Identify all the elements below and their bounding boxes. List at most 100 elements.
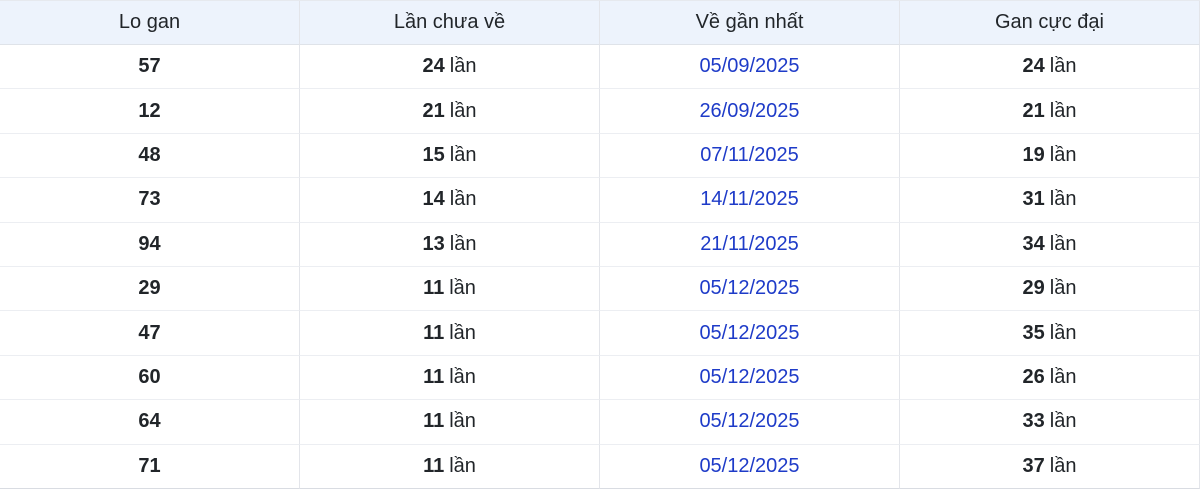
column-header-lo-gan: Lo gan xyxy=(0,1,300,45)
date-link[interactable]: 05/12/2025 xyxy=(699,321,800,344)
cell-gan-cuc-dai: 35 lần xyxy=(900,311,1200,356)
date-link[interactable]: 07/11/2025 xyxy=(700,143,799,166)
cell-lan-chua-ve: 14 lần xyxy=(300,178,600,223)
cell-gan-cuc-dai: 29 lần xyxy=(900,266,1200,312)
date-link[interactable]: 05/12/2025 xyxy=(699,410,800,433)
cell-lo-gan: 29 xyxy=(0,266,300,312)
lan-unit-label: lần xyxy=(1049,232,1077,255)
lan-unit-label: lần xyxy=(449,99,477,122)
cell-ve-gan-nhat: 05/12/2025 xyxy=(600,355,900,401)
gan-cuc-dai-count: 31 xyxy=(1022,188,1045,211)
lan-unit-label: lần xyxy=(449,365,476,388)
lan-chua-ve-count: 14 xyxy=(422,188,445,211)
gan-cuc-dai-count: 37 xyxy=(1022,454,1045,477)
cell-gan-cuc-dai: 34 lần xyxy=(900,222,1200,267)
date-link[interactable]: 05/12/2025 xyxy=(699,454,800,477)
table-row: 73 14 lần 14/11/2025 31 lần xyxy=(0,178,1200,223)
lan-unit-label: lần xyxy=(1049,99,1077,122)
gan-cuc-dai-count: 34 xyxy=(1022,232,1045,255)
date-link[interactable]: 05/09/2025 xyxy=(699,55,800,78)
lan-unit-label: lần xyxy=(449,55,477,78)
table-row: 71 11 lần 05/12/2025 37 lần xyxy=(0,444,1200,489)
cell-ve-gan-nhat: 21/11/2025 xyxy=(600,222,900,267)
gan-cuc-dai-count: 29 xyxy=(1022,277,1045,300)
cell-lan-chua-ve: 11 lần xyxy=(300,444,600,489)
lo-gan-number: 47 xyxy=(138,321,161,344)
cell-lo-gan: 94 xyxy=(0,222,300,267)
cell-lo-gan: 60 xyxy=(0,355,300,401)
table-row: 47 11 lần 05/12/2025 35 lần xyxy=(0,311,1200,356)
lan-chua-ve-count: 13 xyxy=(422,232,445,255)
cell-lo-gan: 73 xyxy=(0,178,300,223)
cell-gan-cuc-dai: 19 lần xyxy=(900,133,1200,179)
gan-cuc-dai-count: 19 xyxy=(1022,143,1045,166)
cell-ve-gan-nhat: 26/09/2025 xyxy=(600,89,900,134)
date-link[interactable]: 05/12/2025 xyxy=(699,277,800,300)
cell-ve-gan-nhat: 05/09/2025 xyxy=(600,45,900,90)
lo-gan-number: 94 xyxy=(138,232,161,255)
cell-lan-chua-ve: 11 lần xyxy=(300,400,600,445)
gan-cuc-dai-count: 26 xyxy=(1022,365,1045,388)
cell-lo-gan: 64 xyxy=(0,400,300,445)
cell-lan-chua-ve: 13 lần xyxy=(300,222,600,267)
table-row: 12 21 lần 26/09/2025 21 lần xyxy=(0,89,1200,134)
cell-ve-gan-nhat: 14/11/2025 xyxy=(600,178,900,223)
lan-unit-label: lần xyxy=(1049,188,1077,211)
table-body: 57 24 lần 05/09/2025 24 lần 12 21 lần xyxy=(0,45,1200,489)
table-row: 64 11 lần 05/12/2025 33 lần xyxy=(0,400,1200,445)
lan-chua-ve-count: 24 xyxy=(422,55,445,78)
lo-gan-number: 71 xyxy=(138,454,161,477)
date-link[interactable]: 14/11/2025 xyxy=(700,188,799,211)
gan-cuc-dai-count: 24 xyxy=(1022,55,1045,78)
cell-ve-gan-nhat: 05/12/2025 xyxy=(600,400,900,445)
cell-ve-gan-nhat: 05/12/2025 xyxy=(600,444,900,489)
lo-gan-number: 57 xyxy=(138,55,161,78)
cell-lo-gan: 71 xyxy=(0,444,300,489)
lan-chua-ve-count: 21 xyxy=(422,99,445,122)
lo-gan-number: 73 xyxy=(138,188,161,211)
table-row: 48 15 lần 07/11/2025 19 lần xyxy=(0,133,1200,179)
cell-lan-chua-ve: 15 lần xyxy=(300,133,600,179)
date-link[interactable]: 05/12/2025 xyxy=(699,365,800,388)
lan-unit-label: lần xyxy=(449,454,476,477)
cell-lo-gan: 47 xyxy=(0,311,300,356)
table-row: 94 13 lần 21/11/2025 34 lần xyxy=(0,222,1200,267)
column-header-lan-chua-ve: Lần chưa về xyxy=(300,1,600,45)
lo-gan-number: 48 xyxy=(138,143,161,166)
lan-unit-label: lần xyxy=(1049,410,1077,433)
lan-unit-label: lần xyxy=(1049,321,1077,344)
cell-ve-gan-nhat: 07/11/2025 xyxy=(600,133,900,179)
cell-lan-chua-ve: 21 lần xyxy=(300,89,600,134)
cell-gan-cuc-dai: 21 lần xyxy=(900,89,1200,134)
lo-gan-number: 12 xyxy=(138,99,161,122)
gan-cuc-dai-count: 33 xyxy=(1022,410,1045,433)
cell-gan-cuc-dai: 26 lần xyxy=(900,355,1200,401)
date-link[interactable]: 26/09/2025 xyxy=(699,99,800,122)
lan-chua-ve-count: 11 xyxy=(423,410,445,433)
cell-ve-gan-nhat: 05/12/2025 xyxy=(600,266,900,312)
lo-gan-number: 64 xyxy=(138,410,161,433)
table-row: 60 11 lần 05/12/2025 26 lần xyxy=(0,355,1200,401)
date-link[interactable]: 21/11/2025 xyxy=(700,232,799,255)
lan-unit-label: lần xyxy=(449,232,477,255)
cell-lan-chua-ve: 11 lần xyxy=(300,355,600,401)
lan-chua-ve-count: 11 xyxy=(423,277,445,300)
lan-chua-ve-count: 11 xyxy=(423,365,445,388)
cell-lo-gan: 12 xyxy=(0,89,300,134)
lan-unit-label: lần xyxy=(1049,365,1077,388)
cell-gan-cuc-dai: 24 lần xyxy=(900,45,1200,90)
table-header-row: Lo gan Lần chưa về Về gần nhất Gan cực đ… xyxy=(0,1,1200,45)
column-header-ve-gan-nhat: Về gần nhất xyxy=(600,1,900,45)
table-row: 57 24 lần 05/09/2025 24 lần xyxy=(0,45,1200,90)
cell-lo-gan: 48 xyxy=(0,133,300,179)
cell-lo-gan: 57 xyxy=(0,45,300,90)
column-header-gan-cuc-dai: Gan cực đại xyxy=(900,1,1200,45)
cell-gan-cuc-dai: 33 lần xyxy=(900,400,1200,445)
cell-lan-chua-ve: 11 lần xyxy=(300,311,600,356)
lan-chua-ve-count: 11 xyxy=(423,454,445,477)
lan-unit-label: lần xyxy=(449,321,476,344)
lan-chua-ve-count: 15 xyxy=(422,143,445,166)
lan-unit-label: lần xyxy=(1049,55,1077,78)
cell-gan-cuc-dai: 37 lần xyxy=(900,444,1200,489)
lo-gan-number: 29 xyxy=(138,277,161,300)
